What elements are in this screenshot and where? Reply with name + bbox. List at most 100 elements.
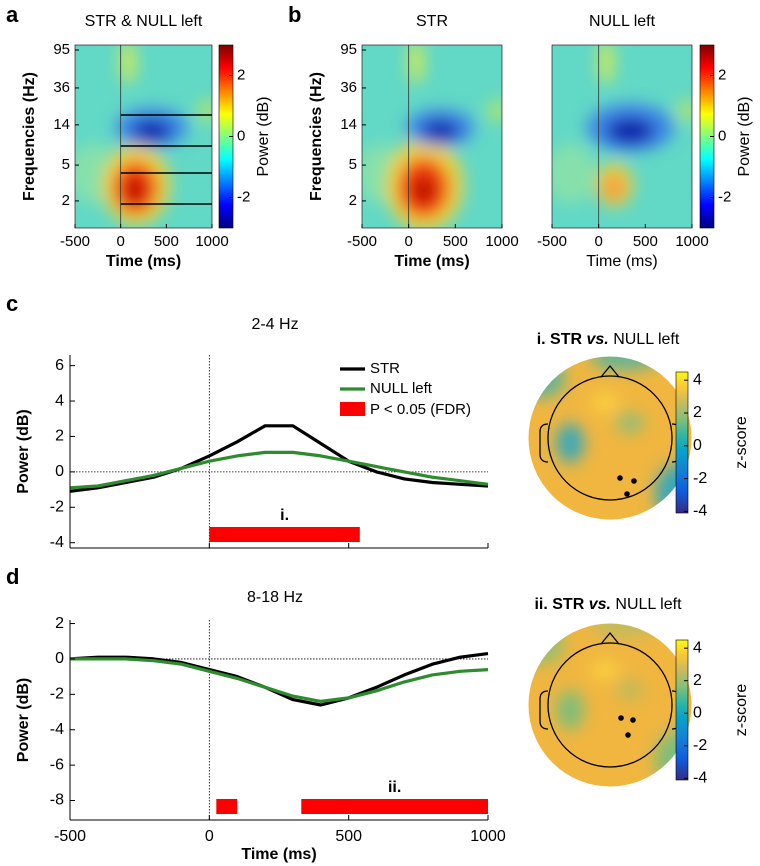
heatmap-blobs [362, 45, 502, 228]
significance-label: ii. [388, 779, 401, 796]
title-part: i. STR [537, 331, 583, 348]
heatmap [362, 45, 502, 228]
y-axis-label: Frequencies (Hz) [21, 72, 38, 201]
y-tick-label: 2 [55, 428, 64, 445]
y-tick-label: -6 [50, 756, 64, 773]
x-tick-label: 1000 [195, 233, 228, 250]
blob [677, 98, 692, 123]
y-tick-label: 5 [349, 156, 357, 173]
blob [552, 143, 596, 204]
topomap-title-text: ii. STR vs. NULL left [534, 596, 682, 613]
colorbar-tick-label: -4 [693, 770, 707, 787]
y-tick-label: 36 [340, 79, 357, 96]
x-axis-label: Time (ms) [106, 253, 181, 270]
x-tick-label: 0 [116, 233, 124, 250]
y-axis-label: Frequencies (Hz) [308, 72, 325, 201]
title-part: NULL left [615, 596, 682, 613]
blob [131, 120, 172, 142]
colorbar-tick-label: -2 [718, 188, 731, 205]
title-part: vs. [586, 331, 608, 348]
x-tick-label: -500 [54, 828, 86, 845]
electrode [625, 732, 631, 738]
y-tick-label: 4 [55, 392, 64, 409]
blob [556, 423, 584, 463]
colorbar-tick-label: 4 [693, 371, 702, 388]
x-tick-label: -500 [60, 233, 90, 250]
topo-bg [528, 356, 692, 520]
y-tick-label: 2 [349, 192, 357, 209]
colorbar-tick-label: 0 [237, 127, 245, 144]
colorbar-tick-label: 2 [237, 66, 245, 83]
panel-label: b [288, 2, 301, 27]
heatmap-blobs [75, 45, 212, 226]
y-tick-label: -2 [50, 498, 64, 515]
colorbar-tick-label: -2 [693, 470, 707, 487]
y-tick-label: 0 [55, 650, 64, 667]
colorbar-tick-label: 0 [718, 127, 726, 144]
blob [591, 660, 619, 680]
y-tick-label: 95 [340, 41, 357, 58]
colorbar-label: z-score [733, 684, 750, 737]
legend-label: STR [370, 360, 400, 377]
nose [600, 364, 620, 378]
series-line [69, 652, 489, 707]
significance-bar [209, 527, 360, 542]
heatmap-frame [551, 44, 693, 229]
colorbar-label: Power (dB) [255, 96, 272, 176]
significance-bar [301, 799, 488, 814]
title-part: vs. [589, 596, 611, 613]
x-tick-label: 500 [154, 233, 179, 250]
colorbar-label: z-score [733, 416, 750, 469]
x-axis-label: Time (ms) [241, 846, 316, 863]
blob [528, 358, 565, 398]
topomap-title-text: i. STR vs. NULL left [537, 331, 680, 348]
colorbar-tick-label: 0 [693, 437, 702, 454]
heatmap-frame [74, 44, 213, 229]
blob [197, 98, 212, 123]
colorbar-tick-label: -4 [693, 503, 707, 520]
colorbar-tick-label: 0 [693, 704, 702, 721]
legend-swatch [340, 402, 365, 416]
electrode [630, 717, 636, 723]
chart-title: 8-18 Hz [247, 589, 303, 606]
blob [556, 690, 584, 730]
heatmap-title: NULL left [589, 13, 656, 30]
panel-label: d [6, 564, 19, 589]
colorbar [675, 639, 689, 781]
blob [125, 177, 146, 204]
colorbar-label: Power (dB) [736, 96, 753, 176]
electrode [624, 491, 630, 497]
colorbar-tick-label: 2 [718, 66, 726, 83]
colorbar-tick-label: -2 [237, 188, 250, 205]
x-tick-label: 1000 [485, 233, 518, 250]
colorbar-tick-label: 2 [693, 404, 702, 421]
blob [616, 413, 644, 433]
heatmap [75, 45, 212, 228]
topo-edge [527, 355, 693, 521]
ear [539, 423, 549, 463]
x-tick-label: -500 [537, 233, 567, 250]
blob [616, 680, 644, 700]
y-tick-label: 95 [53, 41, 70, 58]
head [547, 375, 673, 501]
blob [412, 177, 436, 204]
blob [408, 45, 425, 84]
x-tick-label: 500 [443, 233, 468, 250]
y-tick-label: 2 [55, 615, 64, 632]
y-axis-label: Power (dB) [15, 678, 32, 762]
colorbar [675, 371, 689, 514]
colorbar-tick-label: 2 [693, 672, 702, 689]
colorbar-tick-label: 4 [693, 639, 702, 656]
significance-bar [216, 799, 238, 814]
heatmap [552, 45, 692, 228]
blob [528, 625, 565, 665]
y-tick-label: 5 [62, 156, 70, 173]
title-part: ii. STR [534, 596, 584, 613]
heatmap-title: STR & NULL left [85, 13, 203, 30]
y-tick-label: 14 [340, 116, 357, 133]
series-line [70, 657, 489, 703]
electrode [618, 715, 624, 721]
significance-label: i. [280, 507, 289, 524]
y-tick-label: 0 [55, 463, 64, 480]
